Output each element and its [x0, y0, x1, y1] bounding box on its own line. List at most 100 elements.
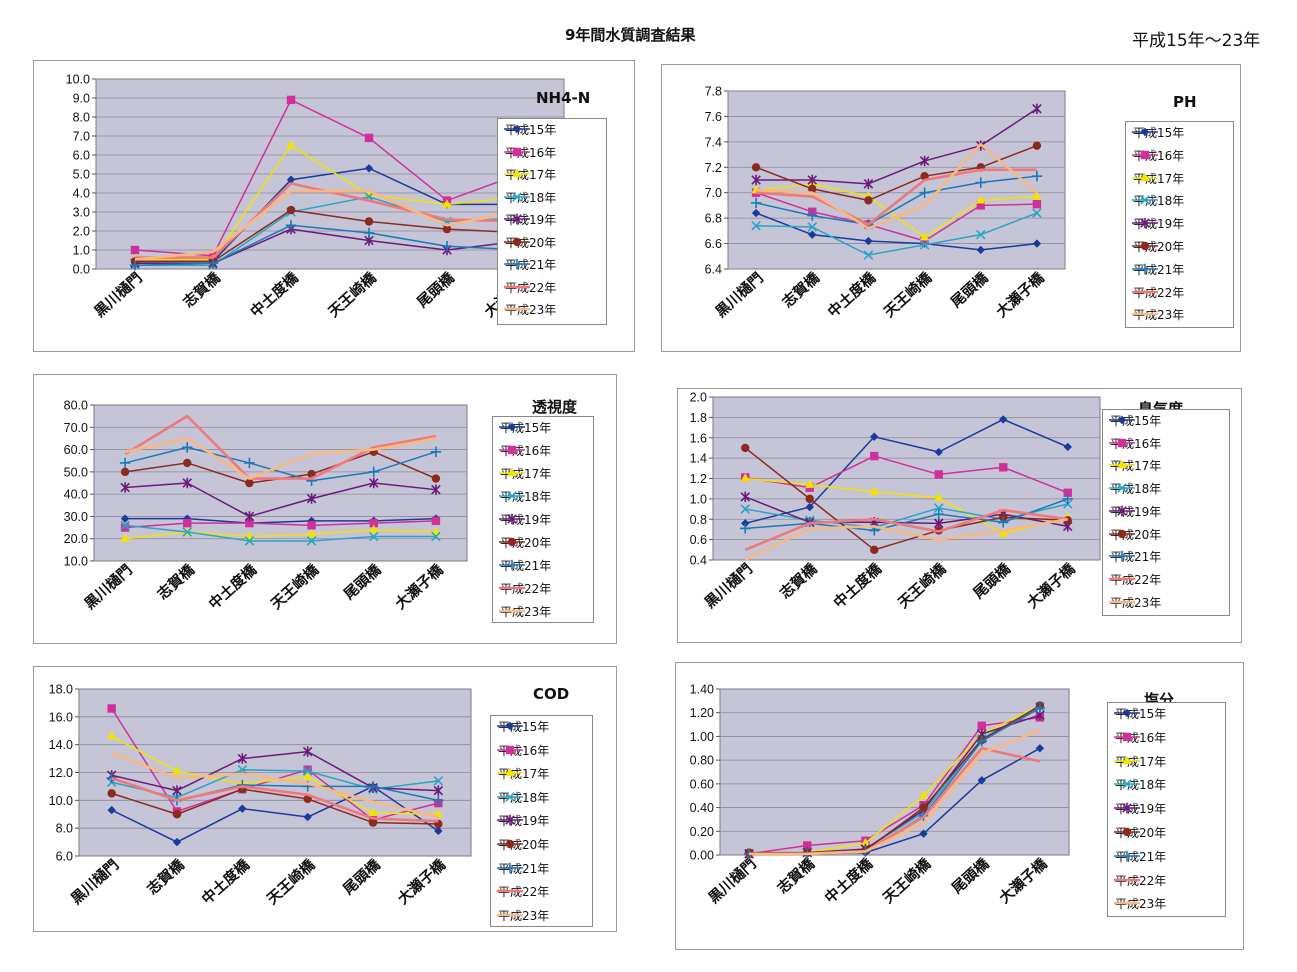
legend-label: 平成22年: [1133, 285, 1185, 300]
data-point: [1032, 199, 1042, 209]
series-path: [111, 735, 439, 815]
legend-item: 平成15年: [502, 123, 556, 137]
plot-area: [719, 688, 1070, 856]
legend-label: 平成23年: [1115, 897, 1167, 912]
data-point: [129, 260, 141, 271]
y-tick-label: 6.8: [705, 212, 722, 226]
x-tick-label: 大瀬子橋: [391, 560, 447, 613]
data-point: [430, 446, 442, 457]
legend-label: 平成23年: [1110, 595, 1162, 610]
series-line: [124, 414, 437, 480]
legend-marker: [505, 721, 515, 731]
legend-swatch: [1132, 195, 1158, 206]
legend-marker: [507, 491, 517, 501]
legend-swatch: [497, 721, 523, 731]
y-tick-label: 0.60: [690, 777, 714, 791]
legend-label: 平成23年: [500, 605, 552, 619]
data-point: [433, 785, 444, 796]
legend-swatch: [1132, 127, 1158, 137]
legend-swatch: [1114, 779, 1140, 790]
data-point: [307, 521, 316, 530]
y-tick-label: 1.2: [690, 472, 707, 486]
legend-item: 平成19年: [502, 213, 556, 227]
data-point: [808, 230, 817, 239]
legend-marker: [507, 537, 517, 547]
y-tick-label: 0.8: [690, 513, 707, 527]
y-tick-label: 0.4: [690, 554, 707, 568]
data-point: [302, 746, 313, 757]
series-path: [745, 477, 1068, 535]
y-tick-label: 70.0: [64, 421, 88, 435]
legend-marker: [507, 513, 517, 525]
legend-label: 平成21年: [500, 559, 552, 573]
y-tick-label: 5.0: [73, 168, 90, 182]
x-tick-label: 志賀橋: [774, 854, 819, 897]
legend-label: 平成23年: [505, 303, 557, 317]
series-line: [751, 208, 1042, 260]
page-range: 平成15年～23年: [1132, 31, 1261, 51]
series-path: [134, 99, 526, 257]
x-tick-label: 志賀橋: [776, 559, 821, 602]
legend-swatch: [1132, 241, 1158, 251]
legend-label: 平成19年: [1110, 504, 1162, 519]
legend: 平成15年 平成16年 平成17年 平成18年 平成19年 平成20年 平成21年 平成22年…: [490, 715, 593, 927]
legend-item: 平成21年: [1107, 550, 1161, 564]
data-point: [863, 178, 874, 190]
data-point: [918, 790, 929, 799]
x-tick-label: 天王崎橋: [267, 560, 323, 613]
page-title: 9年間水質調査結果: [565, 26, 696, 44]
data-point: [364, 217, 374, 226]
legend-swatch: [1114, 755, 1140, 764]
series-path: [755, 175, 1038, 226]
y-tick-label: 10.0: [64, 555, 88, 569]
data-point: [975, 229, 986, 240]
series-path: [111, 785, 439, 843]
legend-swatch: [1114, 878, 1140, 881]
legend-item: 平成16年: [1130, 149, 1184, 163]
series-path: [755, 144, 1038, 202]
legend-label: 平成19年: [1115, 802, 1167, 817]
series-path: [744, 517, 1068, 562]
legend-item: 平成18年: [497, 490, 551, 504]
legend-marker: [505, 767, 515, 777]
y-tick-label: 1.0: [690, 492, 707, 506]
legend-swatch: [1132, 290, 1158, 293]
legend-marker: [512, 213, 522, 225]
data-point: [805, 502, 814, 512]
legend-label: 平成19年: [500, 513, 552, 527]
x-tick-label: 尾頭橋: [339, 855, 384, 898]
legend-item: 平成18年: [1130, 194, 1184, 208]
legend-item: 平成16年: [1107, 437, 1161, 451]
y-tick-label: 80.0: [64, 399, 88, 413]
data-point: [751, 163, 761, 172]
data-point: [933, 503, 944, 513]
data-point: [1034, 702, 1046, 714]
x-tick-label: 志賀橋: [154, 560, 199, 603]
y-tick-label: 18.0: [49, 683, 73, 697]
y-tick-label: 2.0: [690, 391, 707, 405]
data-point: [1063, 488, 1072, 497]
y-tick-label: 2.0: [73, 225, 90, 239]
legend: 平成15年 平成16年 平成17年 平成18年 平成19年 平成20年 平成21年 平成22年…: [1107, 702, 1226, 917]
y-tick-label: 6.4: [705, 263, 722, 277]
legend-swatch: [1132, 150, 1158, 159]
legend-swatch: [504, 213, 530, 225]
data-point: [303, 765, 312, 774]
data-point: [286, 205, 296, 215]
data-point: [172, 785, 182, 796]
legend-marker: [1140, 172, 1150, 181]
legend-swatch: [1114, 902, 1140, 905]
legend-marker: [1117, 505, 1127, 516]
data-point: [740, 491, 751, 503]
legend-swatch: [497, 913, 523, 917]
data-point: [120, 533, 130, 542]
legend-swatch: [504, 168, 530, 178]
data-point: [807, 174, 818, 186]
legend-marker: [512, 168, 522, 178]
legend-item: 平成19年: [1112, 802, 1166, 816]
data-point: [286, 95, 296, 105]
legend-marker: [1122, 708, 1132, 718]
legend-swatch: [497, 862, 523, 873]
series-line: [119, 442, 442, 486]
data-point: [431, 474, 441, 483]
